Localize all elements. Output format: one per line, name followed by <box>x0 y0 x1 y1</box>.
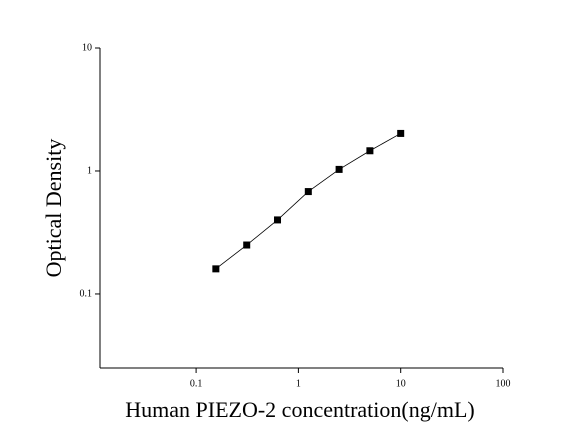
y-tick-label: 10 <box>82 42 92 53</box>
y-tick-label: 0.1 <box>80 288 93 299</box>
point <box>366 147 374 155</box>
point <box>304 188 312 196</box>
x-tick-label: 10 <box>396 378 406 389</box>
x-tick-label: 100 <box>496 378 511 389</box>
x-tick-label: 0.1 <box>190 378 203 389</box>
y-tick-label: 1 <box>87 165 92 176</box>
point <box>397 129 405 137</box>
x-tick-label: 1 <box>296 378 301 389</box>
point <box>212 265 220 273</box>
point <box>243 241 251 249</box>
x-axis-title: Human PIEZO-2 concentration(ng/mL) <box>125 397 474 422</box>
point <box>274 216 282 224</box>
y-axis-title: Optical Density <box>41 139 66 278</box>
point <box>335 165 343 173</box>
